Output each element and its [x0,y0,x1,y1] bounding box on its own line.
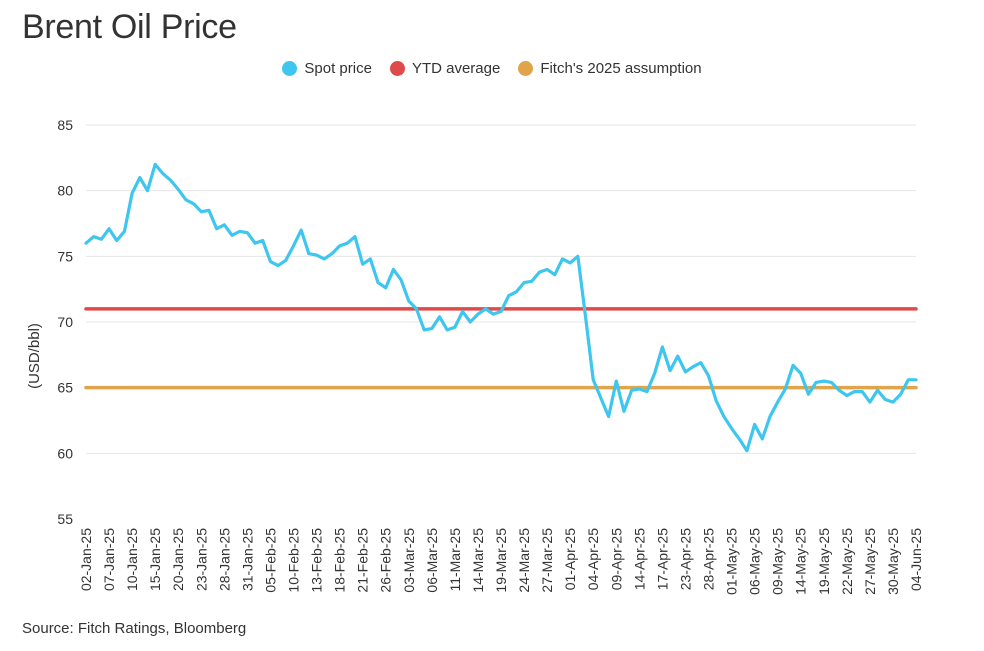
y-axis-label: (USD/bbl) [26,323,43,389]
x-tick-label: 04-Jun-25 [908,528,924,591]
x-tick-label: 13-Feb-25 [309,528,325,593]
source-note: Source: Fitch Ratings, Bloomberg [22,620,247,637]
x-tick-label: 19-Mar-25 [493,528,509,593]
y-tick-label-60: 60 [57,445,73,461]
x-tick-label: 05-Feb-25 [262,528,278,593]
grid-lines [86,124,916,454]
x-tick-label: 04-Apr-25 [585,528,601,590]
x-tick-label: 23-Apr-25 [677,528,693,590]
x-tick-label: 27-May-25 [862,528,878,595]
chart-title: Brent Oil Price [22,8,237,46]
x-tick-label: 02-Jan-25 [78,528,94,591]
x-tick-label: 14-Mar-25 [470,528,486,593]
x-tick-label: 23-Jan-25 [193,528,209,591]
x-tick-label: 24-Mar-25 [516,528,532,593]
x-tick-label: 15-Jan-25 [147,528,163,591]
legend-label-spot-price: Spot price [304,60,372,77]
x-tick-label: 27-Mar-25 [539,528,555,593]
x-tick-label: 21-Feb-25 [355,528,371,593]
x-tick-label: 14-Apr-25 [631,528,647,590]
y-tick-label-55: 55 [57,511,73,527]
x-tick-label: 31-Jan-25 [239,528,255,591]
x-tick-label: 20-Jan-25 [170,528,186,591]
y-axis-ticks: 55 60 65 70 75 80 85 [57,117,73,527]
x-tick-label: 26-Feb-25 [378,528,394,593]
x-tick-label: 17-Apr-25 [654,528,670,590]
x-tick-label: 06-Mar-25 [424,528,440,593]
legend-label-ytd-average: YTD average [411,60,501,77]
x-tick-label: 10-Feb-25 [286,528,302,593]
x-tick-label: 01-Apr-25 [562,528,578,590]
x-tick-label: 09-May-25 [770,528,786,595]
spot-price-line[interactable] [84,162,918,453]
legend: Spot price YTD average Fitch's 2025 assu… [0,60,984,77]
legend-label-fitch-assumption: Fitch's 2025 assumption [540,60,702,77]
x-tick-label: 30-May-25 [885,528,901,595]
x-tick-label: 18-Feb-25 [332,528,348,593]
x-axis-ticks: 02-Jan-25 07-Jan-25 10-Jan-25 15-Jan-25 20-J… [78,528,924,595]
x-tick-label: 03-Mar-25 [401,528,417,593]
legend-item-spot-price[interactable]: Spot price [282,60,372,77]
y-tick-label-65: 65 [57,380,73,396]
legend-item-ytd-average[interactable]: YTD average [389,60,501,77]
x-tick-label: 07-Jan-25 [101,528,117,591]
x-tick-label: 28-Apr-25 [701,528,717,590]
y-tick-label-75: 75 [57,248,73,264]
legend-swatch-spot-price [282,61,298,76]
x-tick-label: 19-May-25 [816,528,832,595]
legend-item-fitch-assumption[interactable]: Fitch's 2025 assumption [518,60,702,77]
y-tick-label-70: 70 [57,314,73,330]
y-tick-label-85: 85 [57,117,73,133]
x-tick-label: 10-Jan-25 [124,528,140,591]
x-tick-label: 11-Mar-25 [447,528,463,592]
legend-swatch-ytd-average [389,61,405,76]
x-tick-label: 28-Jan-25 [216,528,232,591]
legend-swatch-fitch-assumption [518,61,534,76]
series-lines [84,162,918,453]
x-tick-label: 22-May-25 [839,528,855,595]
x-tick-label: 14-May-25 [793,528,809,595]
y-tick-label-80: 80 [57,183,73,199]
x-tick-label: 06-May-25 [747,528,763,595]
x-tick-label: 09-Apr-25 [608,528,624,590]
x-tick-label: 01-May-25 [724,528,740,595]
